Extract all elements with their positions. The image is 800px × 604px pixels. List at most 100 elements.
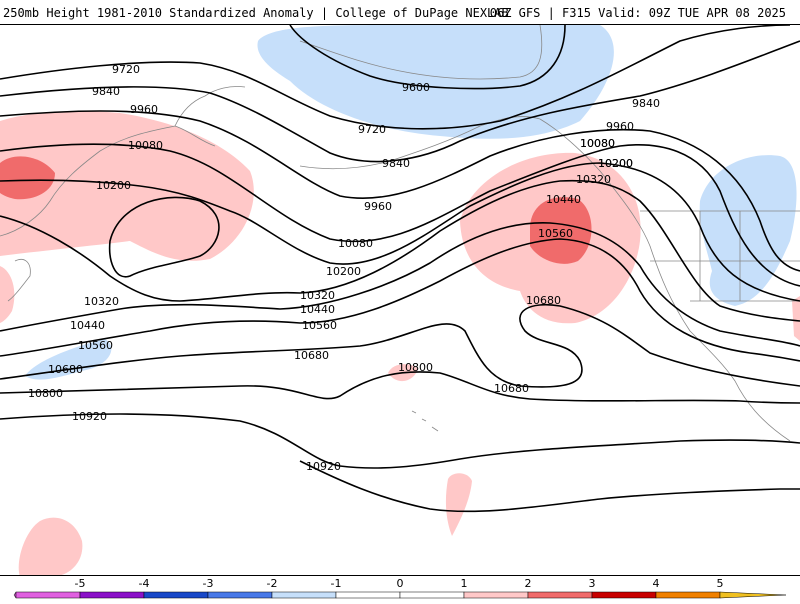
map-title: 250mb Height 1981-2010 Standardized Anom… <box>3 6 509 20</box>
colorbar-segment <box>271 591 337 599</box>
map-svg: 9600 9720 9720 9840 9840 9840 9960 9960 … <box>0 25 800 575</box>
contour-label: 9720 <box>358 123 386 136</box>
coastline-alaska <box>299 25 543 80</box>
colorbar-arrow-left <box>13 591 17 599</box>
colorbar-segment <box>143 591 209 599</box>
contour-label: 10320 <box>300 289 335 302</box>
anomaly-positive-south-pacific <box>445 473 472 536</box>
coastlines <box>0 25 800 442</box>
contour-9600 <box>289 25 566 90</box>
colorbar-tick-label: 4 <box>652 577 660 590</box>
contour-label: 10800 <box>398 361 433 374</box>
colorbar: -5 -4 -3 -2 -1 0 1 2 3 4 5 <box>0 576 800 600</box>
colorbar-tick-label: 1 <box>460 577 468 590</box>
contour-10800 <box>0 371 800 404</box>
contour-label: 9720 <box>112 63 140 76</box>
contour-label: 10560 <box>78 339 113 352</box>
contour-10680 <box>0 304 800 388</box>
contour-label: 10200 <box>598 157 633 170</box>
model-run-info: 06Z GFS | F315 Valid: 09Z TUE APR 08 202… <box>489 6 786 20</box>
colorbar-tick-label: 3 <box>588 577 596 590</box>
contour-label: 10080 <box>338 237 373 250</box>
contour-label: 9960 <box>130 103 158 116</box>
height-contours <box>0 25 800 513</box>
colorbar-tick-label: -1 <box>330 577 342 590</box>
contour-label: 10560 <box>538 227 573 240</box>
colorbar-tick-label: -3 <box>202 577 214 590</box>
contour-10320 <box>0 179 800 322</box>
coastline-hawaii <box>411 410 439 432</box>
contour-label: 10560 <box>302 319 337 332</box>
contour-9720 <box>0 25 791 130</box>
colorbar-svg <box>13 591 787 599</box>
contour-label: 10680 <box>494 382 529 395</box>
contour-label: 9840 <box>92 85 120 98</box>
anomaly-positive-east-edge <box>792 296 800 341</box>
colorbar-segment <box>207 591 273 599</box>
contour-label: 10680 <box>48 363 83 376</box>
contour-label: 10080 <box>580 137 615 150</box>
contour-label: 10080 <box>580 137 615 150</box>
anomaly-negative-west-pacific <box>25 339 112 380</box>
contour-label: 9960 <box>364 200 392 213</box>
contour-label: 9600 <box>402 81 430 94</box>
colorbar-segment <box>79 591 145 599</box>
contour-labels: 9600 9720 9720 9840 9840 9840 9960 9960 … <box>28 63 660 473</box>
contour-label: 10440 <box>70 319 105 332</box>
contour-label: 10680 <box>294 349 329 362</box>
header: 250mb Height 1981-2010 Standardized Anom… <box>0 0 800 24</box>
anomaly-positive-asia <box>0 111 254 261</box>
colorbar-segment <box>463 591 529 599</box>
us-borders <box>640 210 800 302</box>
contour-label: 10800 <box>28 387 63 400</box>
contour-10200 <box>0 162 800 302</box>
coastline-north-america <box>539 118 791 442</box>
colorbar-tick-label: 0 <box>396 577 404 590</box>
contour-label: 9840 <box>632 97 660 110</box>
colorbar-segment <box>655 591 721 599</box>
colorbar-segment <box>591 591 657 599</box>
colorbar-tick-label: -4 <box>138 577 150 590</box>
colorbar-segment <box>15 591 81 599</box>
coastline-japan <box>7 259 31 302</box>
colorbar-tick-label: 2 <box>524 577 532 590</box>
contour-10080 <box>0 143 800 287</box>
anomaly-shading <box>0 25 800 575</box>
contour-label: 10440 <box>300 303 335 316</box>
contour-label: 10320 <box>84 295 119 308</box>
contour-10920-south <box>299 460 800 513</box>
coastline-kamchatka <box>174 86 246 127</box>
colorbar-segment <box>527 591 593 599</box>
contour-label: 10680 <box>526 294 561 307</box>
coastline-asia <box>0 125 216 237</box>
anomaly-positive-asia-south <box>0 266 15 323</box>
colorbar-segment <box>335 591 401 599</box>
contour-label: 10920 <box>72 410 107 423</box>
colorbar-tick-label: -2 <box>266 577 278 590</box>
contour-10440 <box>0 222 800 347</box>
contour-9840 <box>0 40 800 163</box>
anomaly-strong-asia <box>0 156 55 200</box>
map-panel: 9600 9720 9720 9840 9840 9840 9960 9960 … <box>0 24 800 576</box>
contour-label: 10200 <box>326 265 361 278</box>
contour-label: 10200 <box>598 157 633 170</box>
contour-10200-asia-loop <box>108 196 220 278</box>
contour-10560 <box>0 238 800 362</box>
colorbar-tick-label: 5 <box>716 577 724 590</box>
anomaly-negative-west-us <box>699 155 797 306</box>
contour-9960 <box>0 110 800 272</box>
contour-label: 9960 <box>606 120 634 133</box>
contour-label: 10320 <box>576 173 611 186</box>
anomaly-negative-alaska <box>257 25 614 139</box>
anomaly-positive-southwest <box>18 517 83 575</box>
contour-label: 10920 <box>306 460 341 473</box>
contour-label: 10080 <box>128 139 163 152</box>
colorbar-tick-label: -5 <box>74 577 86 590</box>
contour-label: 10440 <box>546 193 581 206</box>
anomaly-strong-east-pacific <box>530 197 592 264</box>
contour-label: 9840 <box>382 157 410 170</box>
colorbar-segment <box>399 591 465 599</box>
contour-10920 <box>0 413 800 469</box>
colorbar-arrow-right <box>719 591 787 599</box>
